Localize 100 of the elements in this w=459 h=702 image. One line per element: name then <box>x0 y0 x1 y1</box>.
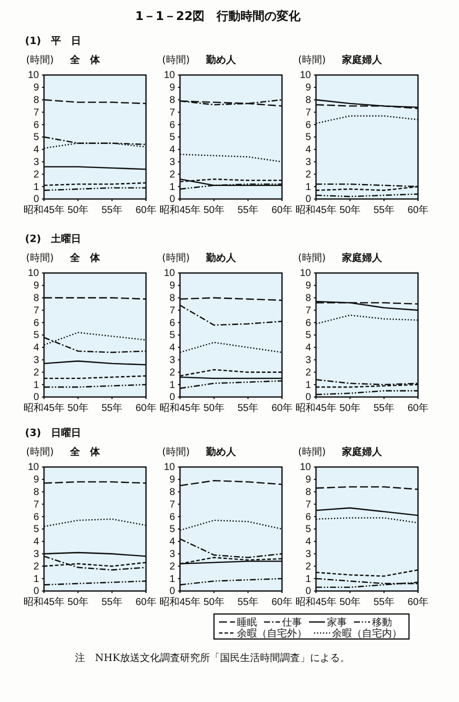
y-tick-label: 6 <box>305 120 312 131</box>
x-tick-label: 55年 <box>101 204 123 216</box>
y-tick-label: 5 <box>169 132 176 144</box>
y-tick-label: 5 <box>33 132 40 144</box>
y-tick-label: 4 <box>305 342 312 354</box>
y-tick-label: 6 <box>305 512 312 523</box>
chart-subtitle: (3) 日曜日 <box>25 427 82 439</box>
chart-title: 勤め人 <box>205 252 237 264</box>
chart-subtitle: (2) 土曜日 <box>25 233 82 245</box>
y-tick-label: 2 <box>33 169 40 180</box>
y-tick-label: 3 <box>169 157 176 168</box>
y-tick-label: 3 <box>305 355 312 366</box>
x-tick-label: 55年 <box>237 402 259 414</box>
y-tick-label: 3 <box>33 355 40 366</box>
y-tick-label: 2 <box>305 561 312 572</box>
y-tick-label: 0 <box>169 586 176 598</box>
x-tick-label: 55年 <box>237 204 259 216</box>
y-tick-label: 10 <box>300 70 312 82</box>
x-tick-label: 55年 <box>373 596 395 608</box>
y-tick-label: 5 <box>33 330 40 342</box>
y-tick-label: 7 <box>169 107 176 118</box>
x-tick-label: 昭和45年 <box>23 204 65 216</box>
y-tick-label: 0 <box>169 194 176 206</box>
y-tick-label: 3 <box>169 549 176 560</box>
chart-title: 全 体 <box>69 252 101 264</box>
x-tick-label: 50年 <box>203 402 225 414</box>
y-tick-label: 1 <box>33 574 40 585</box>
x-tick-label: 昭和45年 <box>23 402 65 414</box>
x-tick-label: 昭和45年 <box>23 596 65 608</box>
y-tick-label: 9 <box>169 280 176 292</box>
text: 1－1－22図 行動時間の変化 <box>135 9 302 23</box>
y-tick-label: 3 <box>305 157 312 168</box>
y-tick-label: 5 <box>305 330 312 342</box>
y-tick-label: 7 <box>305 305 312 316</box>
y-tick-label: 10 <box>28 462 40 474</box>
y-axis-title: (時間) <box>162 446 190 458</box>
x-tick-label: 60年 <box>135 204 157 216</box>
x-tick-label: 50年 <box>339 402 361 414</box>
y-tick-label: 10 <box>164 70 176 82</box>
y-tick-label: 2 <box>33 367 40 378</box>
legend-label: 余暇（自宅外） <box>237 628 307 640</box>
y-tick-label: 7 <box>305 499 312 510</box>
y-tick-label: 0 <box>169 392 176 404</box>
y-tick-label: 7 <box>169 305 176 316</box>
y-tick-label: 6 <box>33 318 40 329</box>
x-tick-label: 昭和45年 <box>295 402 337 414</box>
x-tick-label: 昭和45年 <box>295 204 337 216</box>
y-tick-label: 7 <box>33 107 40 118</box>
x-tick-label: 55年 <box>101 596 123 608</box>
legend-label: 睡眠 <box>237 616 257 628</box>
y-tick-label: 9 <box>305 280 312 292</box>
y-tick-label: 10 <box>28 268 40 280</box>
y-tick-label: 0 <box>33 586 40 598</box>
y-tick-label: 2 <box>169 169 176 180</box>
y-tick-label: 9 <box>305 82 312 94</box>
x-tick-label: 昭和45年 <box>295 596 337 608</box>
y-tick-label: 7 <box>33 305 40 316</box>
x-tick-label: 60年 <box>271 204 293 216</box>
y-tick-label: 1 <box>169 182 176 193</box>
y-tick-label: 5 <box>169 330 176 342</box>
y-tick-label: 9 <box>33 82 40 94</box>
chart-subtitle: (1) 平 日 <box>25 36 82 47</box>
y-tick-label: 7 <box>33 499 40 510</box>
y-tick-label: 3 <box>305 549 312 560</box>
text: 注 NHK放送文化調査研究所「国民生活時間調査」による。 <box>75 652 350 664</box>
x-tick-label: 50年 <box>339 204 361 216</box>
x-tick-label: 60年 <box>407 596 429 608</box>
y-tick-label: 10 <box>164 268 176 280</box>
x-tick-label: 60年 <box>407 204 429 216</box>
x-tick-label: 昭和45年 <box>159 596 201 608</box>
y-axis-title: (時間) <box>162 252 190 264</box>
y-tick-label: 8 <box>169 487 176 498</box>
y-tick-label: 6 <box>169 120 176 131</box>
x-tick-label: 55年 <box>101 402 123 414</box>
chart-title: 全 体 <box>69 446 101 458</box>
y-tick-label: 6 <box>305 318 312 329</box>
y-tick-label: 7 <box>305 107 312 118</box>
x-tick-label: 60年 <box>135 402 157 414</box>
y-tick-label: 9 <box>169 474 176 486</box>
y-tick-label: 5 <box>169 524 176 536</box>
y-tick-label: 2 <box>33 561 40 572</box>
y-tick-label: 0 <box>33 392 40 404</box>
y-tick-label: 4 <box>305 144 312 156</box>
y-tick-label: 4 <box>33 342 40 354</box>
chart-title: 家庭婦人 <box>341 446 383 458</box>
x-tick-label: 昭和45年 <box>159 402 201 414</box>
chart-title: 家庭婦人 <box>341 252 383 264</box>
y-tick-label: 4 <box>169 144 176 156</box>
y-tick-label: 6 <box>169 512 176 523</box>
y-axis-title: (時間) <box>162 54 190 66</box>
y-tick-label: 8 <box>169 95 176 106</box>
y-tick-label: 4 <box>169 536 176 548</box>
y-axis-title: (時間) <box>26 54 54 66</box>
chart-title: 勤め人 <box>205 446 237 458</box>
y-tick-label: 1 <box>169 574 176 585</box>
x-tick-label: 50年 <box>67 204 89 216</box>
y-tick-label: 1 <box>305 182 312 193</box>
y-tick-label: 0 <box>33 194 40 206</box>
y-tick-label: 2 <box>169 367 176 378</box>
y-tick-label: 1 <box>305 380 312 391</box>
